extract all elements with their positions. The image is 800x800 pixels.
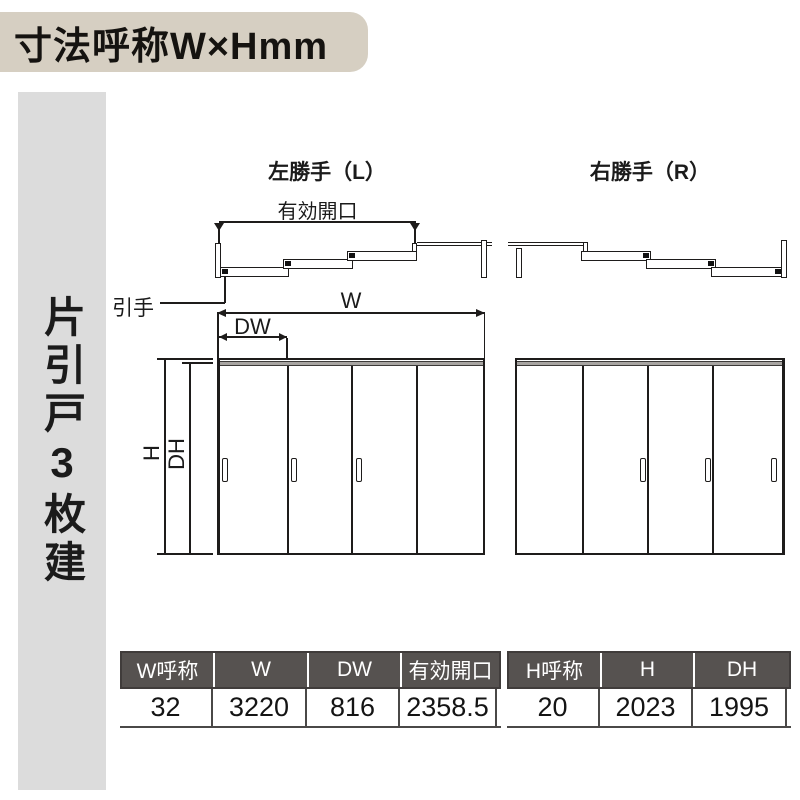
right-elevation-box — [515, 358, 785, 555]
door-handle-icon — [705, 458, 711, 482]
top-rail — [517, 361, 782, 366]
size-designation-banner: 寸法呼称W×Hmm — [0, 12, 368, 72]
door-handle-icon — [640, 458, 646, 482]
plan-door-panel — [220, 267, 289, 277]
plan-left-jamb — [516, 248, 522, 278]
plan-wall-line — [417, 242, 492, 246]
door-handle-icon — [291, 458, 297, 482]
header-cell: DW — [309, 653, 402, 687]
plan-panel-end-tab — [412, 243, 417, 252]
dim-arrow-left-icon — [219, 333, 227, 341]
panel-handle-icon — [285, 261, 291, 266]
value-cell: 20 — [507, 689, 600, 726]
dim-arrow-down-icon — [214, 223, 224, 231]
dim-arrow-right-icon — [279, 333, 287, 341]
header-cell: DH — [695, 653, 789, 687]
value-cell: 3220 — [213, 689, 307, 726]
dh-dim-label: DH — [164, 438, 189, 470]
header-cell: H — [602, 653, 695, 687]
plan-door-panel — [646, 259, 716, 269]
plan-left-jamb — [215, 243, 221, 278]
plan-door-panel — [711, 267, 783, 277]
panel-handle-icon — [222, 269, 228, 274]
dim-extension-line — [286, 338, 288, 358]
door-handle-icon — [222, 458, 228, 482]
panel-handle-icon — [349, 253, 355, 258]
plan-right-jamb — [481, 240, 487, 278]
width-spec-table: W呼称 W DW 有効開口 32 3220 816 2358.5 — [120, 651, 501, 728]
plan-right-jamb — [781, 240, 787, 278]
dh-dim-tick — [182, 362, 213, 364]
dim-arrow-down-icon — [410, 223, 420, 231]
header-cell: W呼称 — [122, 653, 215, 687]
value-cell: 1995 — [693, 689, 787, 726]
dw-dim-line — [218, 336, 287, 338]
h-dim-tick — [157, 358, 213, 360]
dim-extension-line — [483, 314, 485, 358]
dim-extension-line — [414, 229, 416, 250]
panel-handle-icon — [775, 269, 781, 274]
size-designation-title: 寸法呼称W×Hmm — [14, 25, 329, 68]
pull-handle-leader-line — [224, 277, 226, 303]
value-cell: 2023 — [600, 689, 693, 726]
w-dim-label: W — [340, 288, 362, 313]
plan-wall-line — [508, 242, 587, 246]
height-spec-table: H呼称 H DH 20 2023 1995 — [507, 651, 791, 728]
width-table-value-row: 32 3220 816 2358.5 — [120, 689, 501, 728]
pull-handle-label: 引手 — [112, 297, 154, 320]
value-cell: 32 — [120, 689, 213, 726]
plan-door-panel — [347, 251, 417, 261]
panel-handle-icon — [643, 253, 649, 258]
dw-dim-label: DW — [234, 314, 271, 339]
value-cell: 2358.5 — [400, 689, 497, 726]
h-dim-line — [164, 358, 166, 554]
pull-handle-leader-line — [160, 302, 225, 304]
panel-handle-icon — [708, 261, 714, 266]
panel-divider — [582, 366, 584, 554]
panel-divider — [351, 366, 353, 554]
panel-divider — [647, 366, 649, 554]
width-table-header-row: W呼称 W DW 有効開口 — [120, 651, 501, 689]
height-table-value-row: 20 2023 1995 — [507, 689, 791, 728]
dim-arrow-left-icon — [217, 309, 226, 317]
h-dim-tick — [157, 553, 213, 555]
right-hand-title: 右勝手（R） — [589, 161, 711, 184]
effective-opening-dim-line — [219, 221, 416, 223]
door-handle-icon — [356, 458, 362, 482]
dh-dim-line — [189, 362, 191, 554]
plan-door-panel — [581, 251, 651, 261]
header-cell: 有効開口 — [402, 653, 499, 687]
header-cell: W — [215, 653, 309, 687]
dim-extension-line — [217, 314, 219, 358]
door-handle-icon — [771, 458, 777, 482]
panel-divider — [712, 366, 714, 554]
top-rail — [220, 361, 483, 366]
h-dim-label: H — [139, 445, 164, 461]
dim-arrow-right-icon — [476, 309, 485, 317]
panel-divider — [287, 366, 289, 554]
header-cell: H呼称 — [509, 653, 602, 687]
panel-divider — [416, 366, 418, 554]
product-type-label: 片引戸3枚建 — [38, 294, 86, 588]
w-dim-line — [217, 312, 485, 314]
dim-extension-line — [218, 229, 220, 244]
value-cell: 816 — [307, 689, 400, 726]
effective-opening-label: 有効開口 — [277, 201, 358, 223]
height-table-header-row: H呼称 H DH — [507, 651, 791, 689]
left-hand-title: 左勝手（L） — [268, 161, 386, 184]
product-type-band: 片引戸3枚建 — [18, 92, 106, 790]
plan-door-panel — [283, 259, 353, 269]
